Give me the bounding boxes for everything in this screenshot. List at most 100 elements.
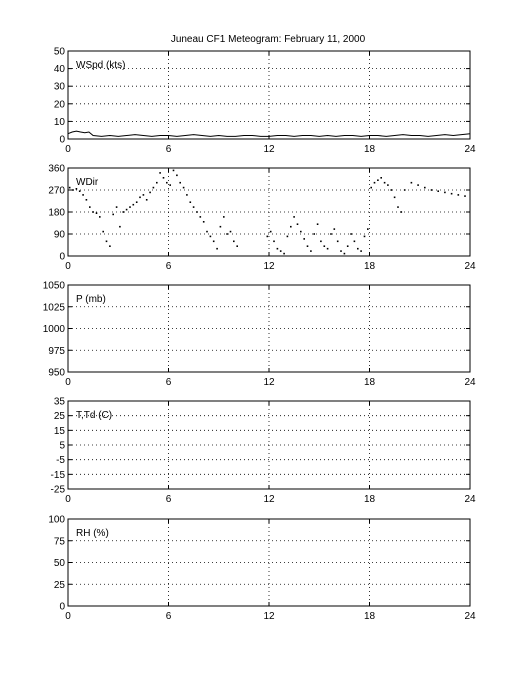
data-point [172, 169, 175, 172]
y-tick-label: 1050 [43, 281, 66, 292]
y-tick-label: 50 [54, 558, 66, 569]
data-point [119, 225, 121, 228]
panel-label: T,Td (C) [76, 410, 112, 421]
data-point [109, 245, 111, 247]
data-point [273, 240, 275, 243]
data-point [306, 245, 309, 247]
data-point [219, 225, 222, 228]
data-point [152, 186, 155, 189]
data-point [457, 194, 460, 196]
data-point [125, 208, 128, 211]
data-point [367, 228, 369, 230]
y-tick-label: 100 [48, 515, 65, 526]
data-point [430, 189, 433, 191]
y-tick-label: 40 [54, 64, 66, 75]
data-point [363, 235, 366, 238]
y-tick-label: 15 [54, 426, 66, 437]
x-tick-label: 24 [464, 144, 476, 155]
y-tick-label: 270 [48, 186, 65, 197]
data-point [320, 240, 322, 243]
x-tick-label: 18 [364, 261, 376, 272]
data-point [223, 216, 225, 218]
data-point [233, 240, 235, 243]
x-tick-label: 18 [364, 494, 376, 505]
data-point [132, 203, 135, 206]
data-point [92, 211, 94, 213]
data-point [105, 240, 108, 243]
data-point [156, 181, 158, 184]
data-point [279, 250, 282, 252]
data-point [216, 247, 218, 250]
data-point [192, 206, 195, 208]
data-point [403, 189, 406, 191]
data-point [360, 250, 362, 252]
plot-frame [67, 284, 471, 373]
pressure-panel: 950 975 1000 1025 1050 0 6 12 18 24 P (mb) [43, 281, 476, 389]
data-point [303, 238, 305, 240]
y-tick-label: 25 [54, 411, 66, 422]
series-line [67, 130, 471, 137]
plot-frame [67, 518, 471, 607]
data-point [176, 174, 178, 177]
y-tick-label: 975 [48, 346, 65, 357]
y-tick-label: 20 [54, 99, 66, 110]
panel-label: WDir [76, 177, 99, 188]
data-point [293, 216, 295, 218]
data-point [464, 195, 466, 197]
x-tick-label: 24 [464, 261, 476, 272]
y-tick-label: 950 [48, 368, 65, 379]
y-tick-label: 0 [59, 135, 65, 146]
x-tick-label: 0 [65, 494, 71, 505]
x-tick-label: 12 [263, 494, 275, 505]
data-point [82, 194, 84, 196]
x-tick-label: 6 [166, 377, 172, 388]
data-point [373, 181, 376, 184]
data-point [72, 189, 74, 191]
data-point [236, 245, 238, 247]
relative-humidity-panel: 0 25 50 75 100 0 6 12 18 24 RH (%) [48, 515, 476, 623]
y-tick-label: 50 [54, 47, 66, 58]
data-point [129, 206, 131, 208]
y-tick-label: 180 [48, 208, 65, 219]
x-tick-label: 6 [166, 144, 172, 155]
data-point [346, 245, 349, 247]
x-tick-label: 18 [364, 144, 376, 155]
data-point [68, 186, 71, 189]
data-point [343, 252, 346, 255]
data-point [202, 221, 205, 223]
y-tick-label: -5 [56, 455, 65, 466]
data-point [300, 230, 302, 233]
data-point [209, 235, 212, 238]
x-tick-label: 6 [166, 494, 172, 505]
y-tick-label: 25 [54, 580, 66, 591]
data-point [95, 212, 98, 214]
x-tick-label: 0 [65, 377, 71, 388]
data-point [135, 201, 138, 203]
data-point [450, 192, 453, 195]
data-point [179, 181, 181, 184]
data-point [182, 186, 185, 189]
data-point [330, 233, 332, 235]
data-point [323, 245, 326, 247]
panel-label: WSpd (kts) [76, 60, 125, 71]
data-point [400, 211, 403, 213]
data-point [296, 223, 299, 225]
data-point [383, 181, 386, 184]
y-tick-label: 5 [59, 441, 65, 452]
data-point [162, 177, 165, 179]
data-point [266, 235, 269, 238]
temperature-panel: -25 -15 -5 5 15 25 35 0 6 12 18 24 T,Td (C) [51, 397, 476, 506]
data-point [159, 172, 161, 174]
data-point [189, 201, 192, 203]
data-point [290, 225, 292, 228]
data-point [310, 250, 312, 252]
data-point [380, 177, 382, 179]
x-tick-label: 0 [65, 611, 71, 622]
data-point [226, 233, 228, 235]
x-tick-label: 12 [263, 144, 275, 155]
plot-frame [67, 400, 471, 490]
x-tick-label: 12 [263, 611, 275, 622]
data-point [89, 206, 91, 208]
data-point [316, 223, 319, 225]
